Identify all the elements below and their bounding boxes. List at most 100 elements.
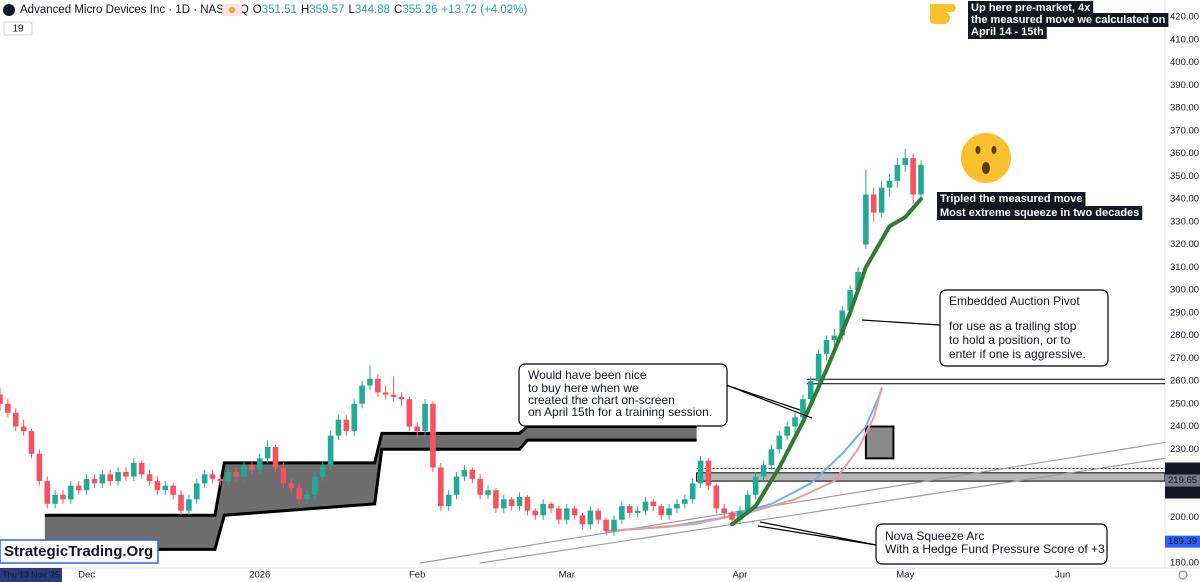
y-tick-label: 330.00: [1170, 216, 1199, 227]
candle-body: [815, 353, 822, 382]
candle-body: [532, 510, 539, 516]
candle-body: [68, 485, 74, 500]
candle-body: [319, 465, 326, 477]
candle-body: [209, 474, 216, 479]
annotation-text: April 14 - 15th: [971, 26, 1044, 38]
annotation-box: [518, 363, 728, 427]
annotation-bg: [937, 206, 1143, 220]
candle-body: [296, 487, 302, 500]
candle-body: [445, 494, 452, 507]
auction-band-edge: [44, 438, 697, 551]
indicator-line: [605, 386, 883, 533]
candle-body: [351, 403, 358, 432]
candle-body: [280, 467, 287, 484]
annotation-text: enter if one is aggressive.: [949, 347, 1086, 361]
y-tick-label: 340.00: [1170, 194, 1199, 205]
y-tick-label: 300.00: [1170, 285, 1199, 296]
candle-body: [886, 180, 893, 188]
annotation-box: [939, 289, 1109, 367]
candle-body: [595, 510, 602, 520]
candle-body: [398, 396, 405, 400]
candle-body: [28, 431, 35, 454]
logo-box: [0, 539, 159, 564]
annotation-text: for use as a trailing stop: [949, 319, 1077, 333]
indicator-line: [419, 441, 1166, 564]
candle-body: [193, 483, 200, 500]
candle-body: [469, 469, 476, 479]
candle-body: [713, 485, 720, 509]
ohlc-value: 355.26: [402, 4, 437, 16]
x-tick-label: Apr: [733, 570, 748, 581]
y-tick-label: 400.00: [1170, 57, 1199, 68]
candle-body: [894, 164, 901, 181]
ohlc-label: H: [301, 4, 309, 16]
face-eye: [975, 146, 981, 154]
candle-body: [516, 497, 523, 507]
status-dot: [229, 7, 235, 13]
price-label: 189.39: [1168, 536, 1197, 547]
candle-body: [855, 271, 861, 291]
candle-body: [272, 446, 279, 468]
candle-body: [847, 290, 853, 311]
candle-body: [878, 187, 885, 213]
y-tick-label: 200.00: [1170, 512, 1199, 523]
settings-icon[interactable]: [1178, 570, 1188, 580]
auction-band: [44, 426, 697, 550]
x-tick-label: Dec: [78, 570, 95, 581]
connector: [725, 384, 813, 419]
candle-body: [776, 435, 783, 450]
candle-body: [52, 494, 58, 504]
candle-body: [343, 419, 350, 432]
candle-body: [823, 340, 830, 354]
candle-body: [115, 472, 121, 482]
candle-body: [36, 453, 43, 482]
candle-body: [154, 481, 161, 491]
annotation-text: on April 15th for a training session.: [528, 405, 712, 419]
y-tick-label: 380.00: [1170, 103, 1199, 114]
indicator-toggle[interactable]: [3, 21, 33, 36]
candle-body: [508, 499, 515, 507]
candle-body: [571, 508, 578, 516]
candle-body: [60, 494, 66, 500]
candle-body: [619, 506, 625, 520]
ohlc-label: C: [394, 4, 402, 16]
candle-body: [201, 474, 208, 484]
candle-body: [91, 478, 98, 484]
astonished-face: [961, 133, 1011, 183]
ohlc-value: 344.88: [355, 4, 390, 16]
candle-body: [241, 465, 247, 477]
candle-body: [390, 394, 397, 397]
annotation-text: to hold a position, or to: [949, 333, 1071, 347]
y-tick-label: 250.00: [1170, 398, 1199, 409]
candle-body: [83, 478, 90, 491]
candle-body: [745, 494, 751, 511]
y-tick-label: 350.00: [1170, 171, 1199, 182]
candle-body: [146, 474, 153, 482]
annotation-text: Nova Squeeze Arc: [885, 529, 984, 543]
candle-body: [453, 476, 460, 495]
y-tick-label: 310.00: [1170, 262, 1199, 273]
candle-body: [792, 417, 798, 427]
candle-body: [178, 494, 184, 511]
candle-body: [422, 403, 428, 432]
x-tick-label: Mar: [559, 570, 575, 581]
measured-box: [864, 425, 895, 460]
candle-body: [500, 499, 507, 509]
y-tick-label: 370.00: [1170, 125, 1199, 136]
candle-body: [131, 462, 137, 477]
y-tick-label: 390.00: [1170, 80, 1199, 91]
connector: [757, 525, 877, 546]
annotation-box: [875, 523, 1108, 565]
candle-body: [540, 503, 546, 516]
annotation-bg: [968, 1, 1094, 15]
annotation-text: to buy here when we: [528, 381, 639, 395]
candle-body: [524, 497, 531, 511]
candle-body: [863, 194, 869, 245]
y-tick-label: 320.00: [1170, 239, 1199, 250]
x-tick-label: Jun: [1055, 570, 1070, 581]
ohlc-value: 351.51: [262, 4, 297, 16]
annotation-bg: [968, 25, 1047, 39]
candle-body: [918, 164, 924, 195]
ohlc-value: 359.57: [309, 4, 344, 16]
